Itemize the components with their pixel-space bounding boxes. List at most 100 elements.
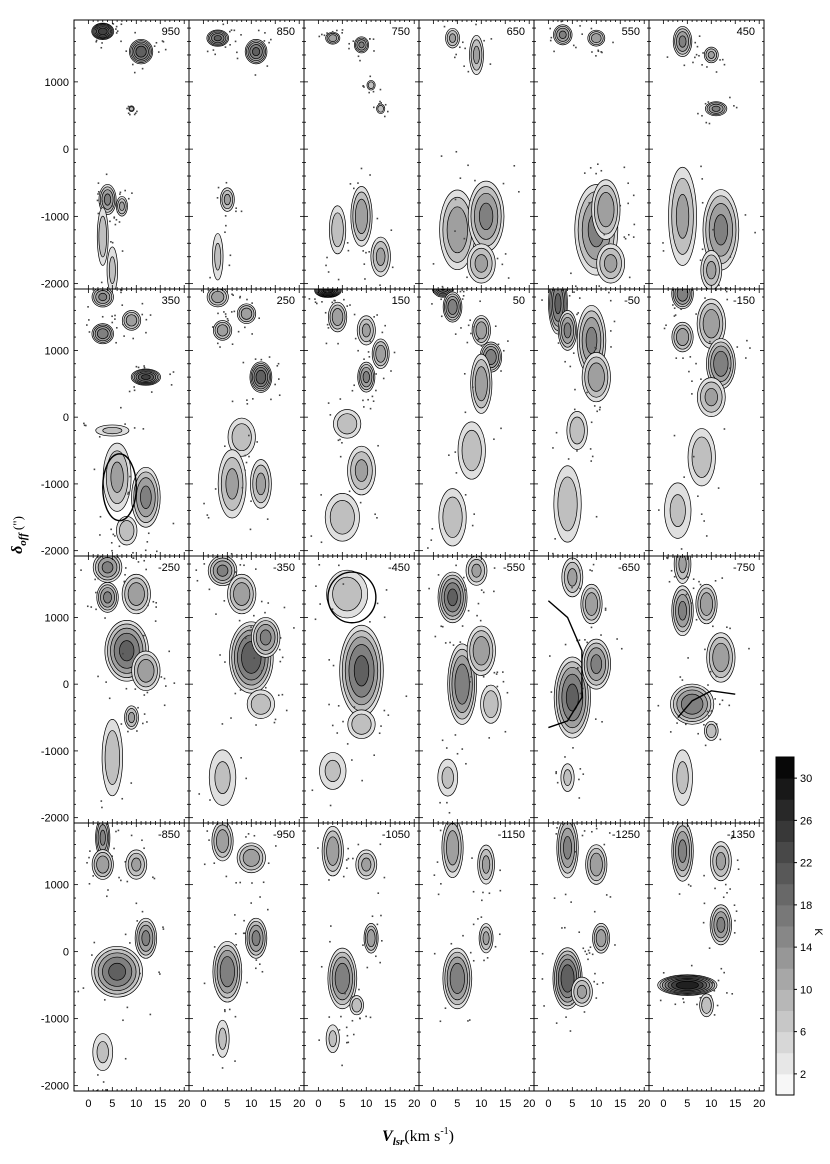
noise-speckle [235,881,237,884]
emission-contour [442,496,463,538]
x-tick-label: 10 [475,1098,487,1110]
noise-speckle [748,647,750,650]
emission-contour [678,839,687,863]
noise-speckle [91,954,93,956]
noise-speckle [345,1026,348,1029]
emission-contour [216,324,229,337]
noise-speckle [253,657,256,659]
noise-speckle [247,833,250,835]
noise-speckle [717,979,720,982]
x-tick-label: 20 [408,1098,420,1110]
emission-contour [103,591,112,604]
noise-speckle [206,830,209,832]
colorbar-step [776,883,794,906]
x-axis: 0 5 10 15 20 0 5 10 15 20 0 5 10 15 20 0 5 10 15 20 0 5 10 15 20… [85,1098,765,1110]
noise-speckle [586,641,588,644]
noise-speckle [718,284,720,287]
noise-speckle [513,164,516,167]
noise-speckle [206,514,209,516]
noise-speckle [224,215,227,217]
noise-speckle [583,172,586,174]
noise-speckle [729,888,731,890]
noise-speckle [266,518,269,520]
noise-speckle [369,38,371,40]
noise-speckle [708,122,711,125]
noise-speckle [437,574,440,576]
noise-speckle [713,989,716,992]
noise-speckle [561,927,563,929]
noise-speckle [609,330,612,332]
noise-speckle [369,621,371,623]
y-tick-label: 0 [63,144,69,156]
noise-speckle [608,832,611,834]
noise-speckle [454,56,456,59]
noise-speckle [234,40,237,43]
noise-speckle [578,797,581,799]
panel-background [419,823,534,1091]
noise-speckle [455,20,457,22]
noise-speckle [147,532,150,535]
emission-contour [225,468,239,500]
y-tick-label: 1000 [45,77,69,89]
noise-speckle [708,947,711,949]
noise-speckle [257,29,260,32]
noise-speckle [253,614,255,617]
noise-speckle [500,427,502,430]
emission-contour [98,292,108,302]
noise-speckle [462,934,464,937]
noise-speckle [666,56,669,58]
panel--150 [649,289,764,556]
noise-speckle [137,561,140,563]
noise-speckle [707,715,710,717]
noise-speckle [86,861,88,864]
colorbar-step [776,1073,794,1096]
noise-speckle [373,106,375,109]
noise-speckle [115,25,118,28]
noise-speckle [144,634,146,637]
noise-speckle [363,358,365,360]
noise-speckle [225,224,227,227]
noise-speckle [557,342,560,344]
noise-speckle [90,606,93,608]
noise-speckle [155,606,157,608]
emission-contour [102,426,123,435]
emission-contour [597,192,615,228]
noise-speckle [610,346,612,348]
noise-speckle [674,1003,677,1006]
x-tick-label: 5 [224,1098,230,1110]
noise-speckle [585,953,588,956]
noise-speckle [242,932,245,935]
noise-speckle [230,29,233,31]
noise-speckle [696,1003,698,1006]
noise-speckle [591,830,593,833]
noise-speckle [331,724,334,727]
noise-speckle [701,64,703,66]
noise-speckle [455,150,458,153]
noise-speckle [105,173,108,176]
emission-contour [367,81,375,89]
emission-contour [328,34,338,42]
noise-speckle [239,689,242,691]
noise-speckle [268,41,270,44]
noise-speckle [120,291,122,294]
emission-contour [454,663,470,705]
noise-speckle [141,67,144,70]
noise-speckle [704,744,707,747]
noise-speckle [714,698,716,700]
noise-speckle [341,32,343,34]
noise-speckle [564,643,567,646]
noise-speckle [97,675,99,678]
noise-speckle [593,405,596,407]
noise-speckle [373,316,375,318]
emission-contour [331,212,344,248]
noise-speckle [115,326,118,329]
noise-speckle [229,30,231,33]
noise-speckle [200,289,203,292]
x-tick-label: 10 [360,1098,372,1110]
emission-contour [337,413,358,435]
emission-contour [676,289,689,302]
noise-speckle [222,23,225,26]
noise-speckle [341,441,343,444]
noise-speckle [449,641,451,644]
